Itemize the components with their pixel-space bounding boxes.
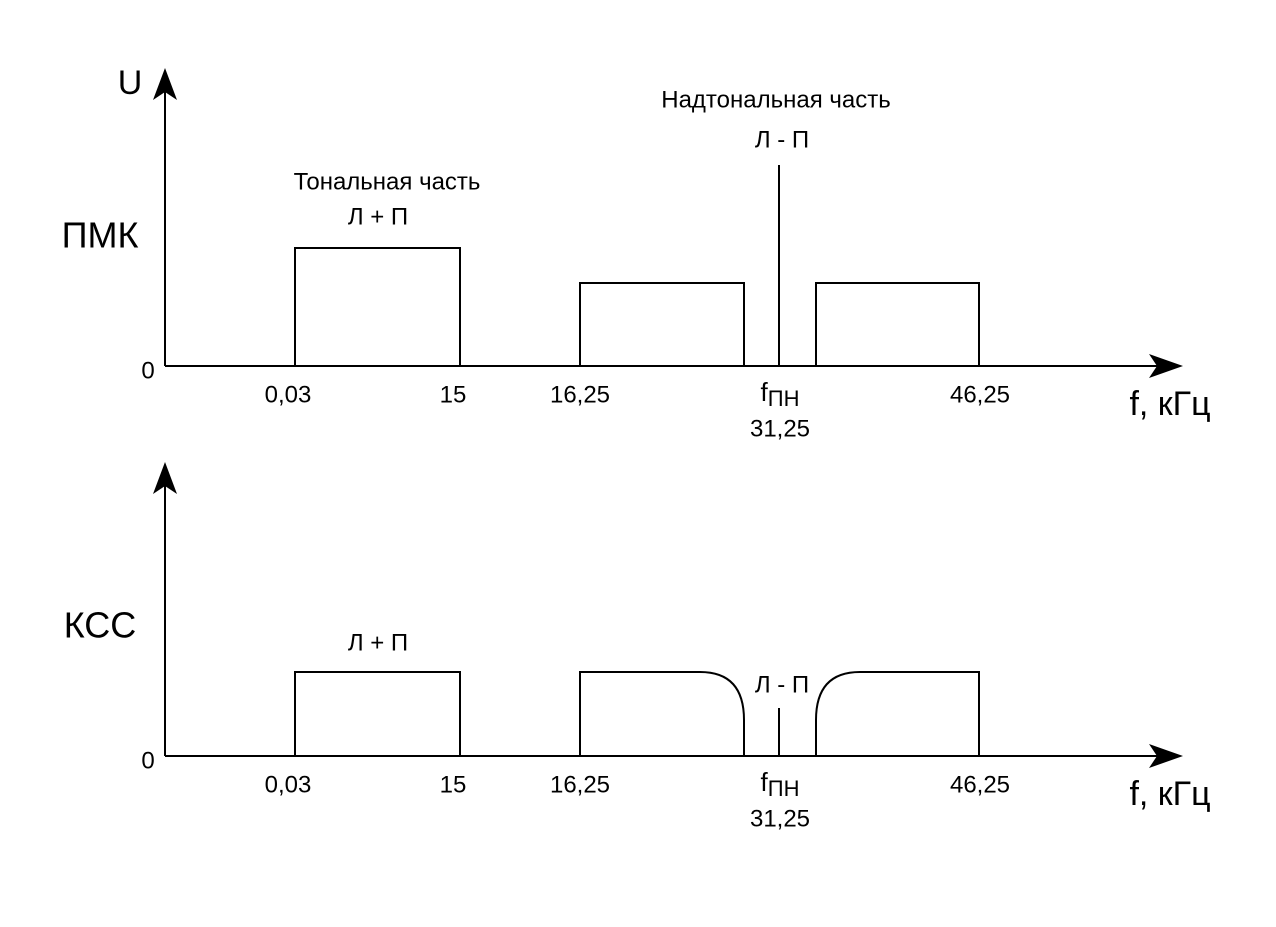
tick-label: 0,03 (265, 381, 312, 408)
y-arrow (153, 462, 177, 494)
x-axis-label: f, кГц (1129, 775, 1210, 813)
origin-label: 0 (141, 357, 154, 384)
x-axis-label: f, кГц (1129, 385, 1210, 423)
pilot-subscript: ПН (768, 776, 800, 801)
tonal-title: Тональная часть (294, 168, 481, 195)
tick-label: 46,25 (950, 381, 1010, 408)
pilot-label: fПН (761, 767, 800, 801)
tick-label: 16,25 (550, 771, 610, 798)
tonal-band (294, 247, 461, 366)
tick-label: 15 (440, 381, 467, 408)
supertonal-signal: Л - П (755, 671, 809, 698)
tick-label: 15 (440, 771, 467, 798)
pilot-subscript: ПН (768, 386, 800, 411)
x-arrow (1149, 354, 1183, 378)
x-arrow (1149, 744, 1183, 768)
panel-label: КСС (64, 605, 137, 646)
upper-sideband (815, 282, 980, 366)
supertonal-signal: Л - П (755, 126, 809, 153)
pilot-value: 31,25 (750, 415, 810, 442)
upper-sideband (815, 671, 980, 756)
supertonal-title: Надтональная часть (661, 86, 890, 113)
tick-label: 16,25 (550, 381, 610, 408)
pilot-label: fПН (761, 377, 800, 411)
panel-label: ПМК (62, 215, 139, 256)
tick-label: 0,03 (265, 771, 312, 798)
y-arrow (153, 68, 177, 100)
tick-label: 46,25 (950, 771, 1010, 798)
pilot-symbol: f (761, 767, 769, 797)
tonal-signal: Л + П (348, 629, 408, 656)
pilot-symbol: f (761, 377, 769, 407)
tonal-band (294, 671, 461, 756)
tonal-signal: Л + П (348, 203, 408, 230)
origin-label: 0 (141, 747, 154, 774)
y-axis-label: U (118, 64, 143, 102)
lower-sideband (579, 282, 745, 366)
pilot-value: 31,25 (750, 805, 810, 832)
lower-sideband (579, 671, 745, 756)
